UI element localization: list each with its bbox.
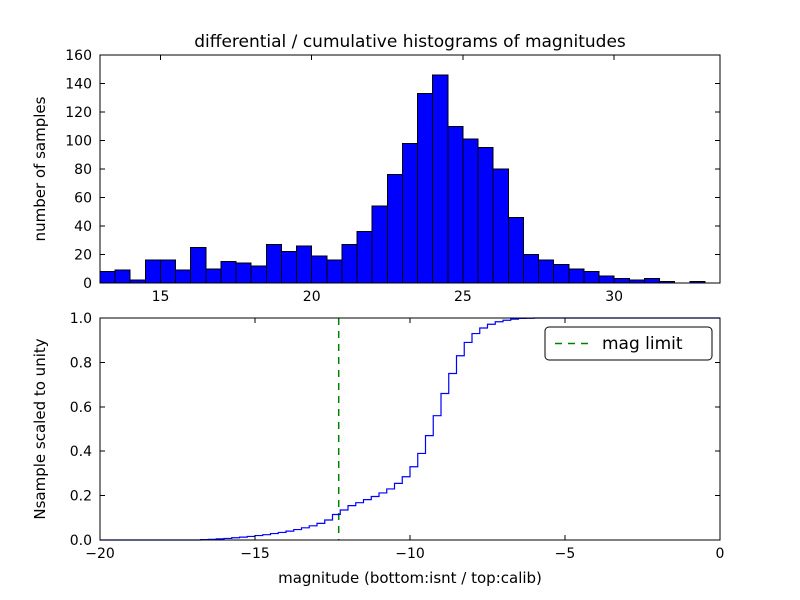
histogram-bar bbox=[613, 278, 630, 284]
legend-label: mag limit bbox=[602, 334, 683, 354]
histogram-bar bbox=[175, 269, 192, 284]
x-tick-label: 0 bbox=[716, 546, 725, 562]
histogram-bar bbox=[99, 271, 116, 284]
y-tick-label: 160 bbox=[65, 48, 92, 64]
histogram-bar bbox=[190, 246, 207, 284]
top-axes-frame: 15 20 25 30 0 20 40 60 80 100 120 140 160 bbox=[65, 48, 721, 305]
y-tick-label: 1.0 bbox=[70, 311, 92, 327]
y-tick-label: 0.8 bbox=[70, 355, 92, 371]
figure-title: differential / cumulative histograms of … bbox=[194, 32, 626, 52]
y-tick-label: 20 bbox=[74, 248, 92, 264]
histogram-bar bbox=[265, 244, 282, 284]
histogram-bar bbox=[371, 205, 388, 284]
cumulative-content bbox=[100, 317, 720, 541]
histogram-bar bbox=[538, 259, 555, 284]
bottom-axes-frame: −20 −15 −10 −5 0 0.0 0.2 0.4 0.6 0.8 1.0 bbox=[70, 311, 725, 562]
histogram-bar bbox=[280, 251, 298, 284]
histogram-bar bbox=[114, 269, 131, 284]
y-tick-label: 40 bbox=[74, 219, 92, 235]
y-tick-label: 120 bbox=[65, 105, 92, 121]
histogram-bar bbox=[598, 275, 615, 284]
histogram-bar bbox=[144, 259, 161, 284]
histogram-bar bbox=[568, 268, 585, 284]
y-tick-label: 0.6 bbox=[70, 400, 92, 416]
x-tick-label: −10 bbox=[395, 546, 425, 562]
histogram-bar bbox=[326, 259, 343, 284]
y-tick-label: 80 bbox=[74, 162, 92, 178]
legend: mag limit bbox=[544, 326, 713, 361]
histogram-bar bbox=[432, 74, 449, 284]
histogram-bar bbox=[220, 261, 237, 284]
y-tick-label: 100 bbox=[65, 134, 92, 150]
bottom-ylabel: Nsample scaled to unity bbox=[31, 338, 49, 519]
histogram-bar bbox=[462, 138, 479, 284]
y-tick-label: 0.2 bbox=[70, 489, 92, 505]
histogram-bar bbox=[553, 263, 570, 284]
histogram-bar bbox=[507, 216, 524, 284]
x-tick-label: 15 bbox=[152, 289, 170, 305]
histogram-bars bbox=[99, 74, 706, 284]
histogram-bar bbox=[583, 271, 600, 284]
bottom-cumulative-subplot: −20 −15 −10 −5 0 0.0 0.2 0.4 0.6 0.8 1.0 Nsample s… bbox=[31, 311, 724, 587]
y-tick-label: 60 bbox=[74, 191, 92, 207]
histogram-bar bbox=[447, 125, 464, 284]
histogram-bar bbox=[386, 174, 403, 284]
x-tick-label: −15 bbox=[240, 546, 270, 562]
x-tick-label: −20 bbox=[85, 546, 115, 562]
y-tick-label: 0.4 bbox=[70, 444, 92, 460]
histogram-bar bbox=[341, 244, 358, 284]
histogram-bar bbox=[296, 245, 313, 284]
histogram-bar bbox=[159, 259, 177, 284]
histogram-bar bbox=[417, 92, 434, 284]
histogram-bar bbox=[477, 147, 494, 284]
x-tick-label: −5 bbox=[555, 546, 576, 562]
histogram-bar bbox=[205, 268, 222, 284]
legend-box bbox=[544, 326, 713, 361]
top-ylabel: number of samples bbox=[31, 96, 49, 241]
bottom-xlabel: magnitude (bottom:isnt / top:calib) bbox=[278, 569, 542, 587]
histogram-bar bbox=[311, 255, 328, 284]
top-histogram-subplot: 15 20 25 30 0 20 40 60 80 100 120 140 160 differenti… bbox=[31, 32, 721, 305]
y-tick-label: 0.0 bbox=[70, 533, 92, 549]
histogram-bar bbox=[356, 231, 373, 284]
x-tick-label: 20 bbox=[303, 289, 321, 305]
histogram-bar bbox=[250, 265, 267, 284]
histogram-bar bbox=[522, 254, 540, 284]
histogram-bar bbox=[401, 142, 419, 284]
cumulative-step-line bbox=[100, 317, 720, 541]
x-tick-label: 30 bbox=[605, 289, 623, 305]
histogram-bar bbox=[492, 168, 509, 284]
x-tick-label: 25 bbox=[454, 289, 472, 305]
histogram-bar bbox=[643, 278, 661, 284]
y-tick-label: 0 bbox=[83, 276, 92, 292]
y-tick-label: 140 bbox=[65, 77, 92, 93]
histogram-bar bbox=[235, 262, 252, 284]
